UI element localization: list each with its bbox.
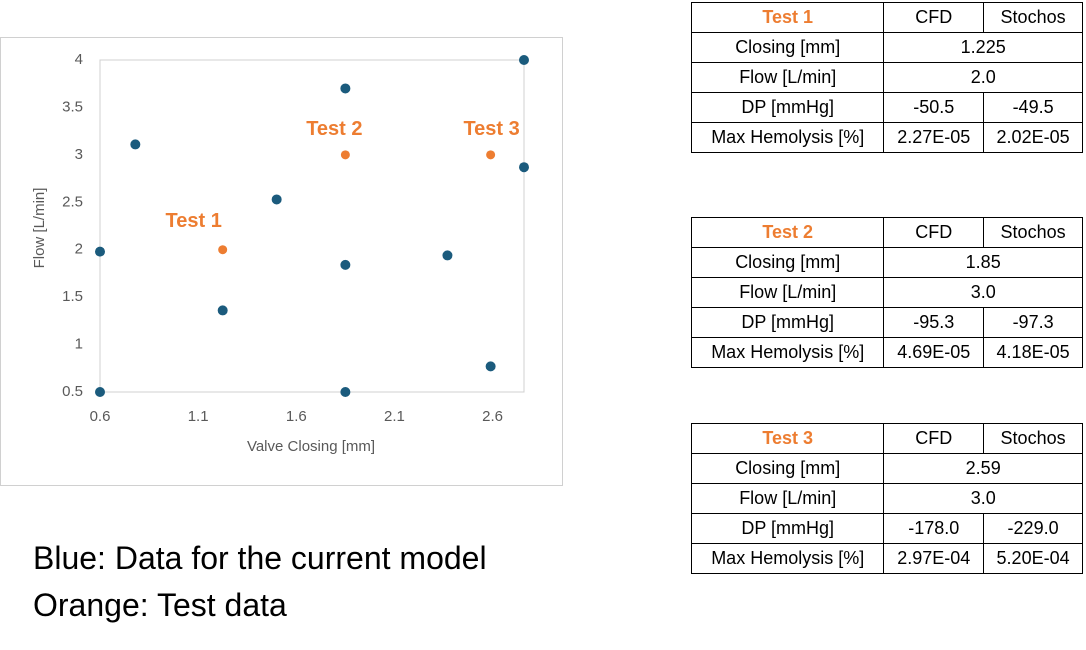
table-cell: Flow [L/min] bbox=[690, 62, 885, 93]
table-row: Max Hemolysis [%] 2.27E-05 2.02E-05 bbox=[690, 122, 1083, 153]
table-row: Closing [mm] 2.59 bbox=[690, 453, 1083, 484]
data-point bbox=[340, 259, 351, 270]
table-cell: 1.225 bbox=[883, 32, 1083, 63]
data-point bbox=[519, 162, 529, 173]
table-row: Max Hemolysis [%] 2.97E-04 5.20E-04 bbox=[690, 543, 1083, 574]
table-cell: Max Hemolysis [%] bbox=[690, 543, 885, 574]
x-tick-label: 1.6 bbox=[286, 408, 307, 425]
y-tick-label: 4 bbox=[75, 51, 83, 68]
y-tick-label: 1 bbox=[75, 336, 83, 353]
table-title: Test 1 bbox=[690, 2, 885, 33]
x-tick-label: 1.1 bbox=[188, 408, 209, 425]
table-cell: -229.0 bbox=[983, 513, 1083, 544]
table-row: Test 1 CFD Stochos bbox=[690, 2, 1083, 33]
y-tick-label: 0.5 bbox=[62, 383, 83, 400]
annotation: Test 2 bbox=[306, 118, 362, 140]
x-tick-label: 2.6 bbox=[482, 408, 503, 425]
table-cell: 2.59 bbox=[883, 453, 1083, 484]
table-cell: Stochos bbox=[983, 217, 1083, 248]
table-cell: 3.0 bbox=[883, 483, 1083, 514]
data-point bbox=[519, 55, 529, 65]
table-cell: 5.20E-04 bbox=[983, 543, 1083, 574]
table-cell: Max Hemolysis [%] bbox=[690, 337, 885, 368]
table-row: Test 2 CFD Stochos bbox=[690, 217, 1083, 248]
table-cell: 2.97E-04 bbox=[883, 543, 985, 574]
table-cell: -49.5 bbox=[983, 92, 1083, 123]
table-cell: DP [mmHg] bbox=[690, 92, 885, 123]
table-cell: 4.69E-05 bbox=[883, 337, 985, 368]
table-cell: DP [mmHg] bbox=[690, 307, 885, 338]
table-title: Test 3 bbox=[690, 423, 885, 454]
table-cell: CFD bbox=[883, 217, 985, 248]
plot-area bbox=[99, 59, 525, 393]
y-axis-label: Flow [L/min] bbox=[31, 188, 48, 269]
caption-line: Blue: Data for the current model bbox=[33, 540, 487, 576]
annotation: Test 1 bbox=[166, 210, 222, 232]
data-point bbox=[340, 83, 351, 94]
x-tick-label: 0.6 bbox=[90, 408, 111, 425]
table-cell: Max Hemolysis [%] bbox=[690, 122, 885, 153]
table-cell: 4.18E-05 bbox=[983, 337, 1083, 368]
table-row: DP [mmHg] -178.0 -229.0 bbox=[690, 513, 1083, 544]
chart-frame bbox=[0, 37, 563, 486]
x-axis-label: Valve Closing [mm] bbox=[247, 438, 375, 455]
data-point bbox=[95, 387, 105, 397]
table-cell: Closing [mm] bbox=[690, 247, 885, 278]
y-tick-label: 3 bbox=[75, 146, 83, 163]
table-cell: Flow [L/min] bbox=[690, 277, 885, 308]
table-cell: Stochos bbox=[983, 2, 1083, 33]
table-cell: Closing [mm] bbox=[690, 32, 885, 63]
data-point bbox=[340, 150, 350, 160]
data-point bbox=[130, 139, 141, 150]
table-cell: Flow [L/min] bbox=[690, 483, 885, 514]
table-cell: -50.5 bbox=[883, 92, 985, 123]
chart: Valve Closing [mm] Flow [L/min] 0.6 1.1 1.… bbox=[0, 37, 563, 486]
table-row: DP [mmHg] -95.3 -97.3 bbox=[690, 307, 1083, 338]
y-tick-label: 2.5 bbox=[62, 193, 83, 210]
table-row: Max Hemolysis [%] 4.69E-05 4.18E-05 bbox=[690, 337, 1083, 368]
data-point bbox=[95, 246, 105, 257]
table-cell: 1.85 bbox=[883, 247, 1083, 278]
table-cell: -95.3 bbox=[883, 307, 985, 338]
table-cell: CFD bbox=[883, 2, 985, 33]
table-row: Flow [L/min] 3.0 bbox=[690, 277, 1083, 308]
table-cell: -178.0 bbox=[883, 513, 985, 544]
table-cell: 2.0 bbox=[883, 62, 1083, 93]
table-cell: DP [mmHg] bbox=[690, 513, 885, 544]
data-point bbox=[217, 305, 228, 316]
data-point bbox=[486, 150, 496, 160]
table-cell: CFD bbox=[883, 423, 985, 454]
x-tick-label: 2.1 bbox=[384, 408, 405, 425]
data-point bbox=[218, 245, 228, 255]
table-cell: 2.02E-05 bbox=[983, 122, 1083, 153]
y-tick-label: 2 bbox=[75, 241, 83, 258]
table-cell: Closing [mm] bbox=[690, 453, 885, 484]
y-tick-label: 1.5 bbox=[62, 288, 83, 305]
annotation: Test 3 bbox=[463, 118, 519, 140]
caption-line: Orange: Test data bbox=[33, 587, 287, 623]
table-row: Test 3 CFD Stochos bbox=[690, 423, 1083, 454]
data-point bbox=[485, 361, 496, 372]
data-point bbox=[442, 250, 453, 261]
table-row: Flow [L/min] 2.0 bbox=[690, 62, 1083, 93]
table-row: DP [mmHg] -50.5 -49.5 bbox=[690, 92, 1083, 123]
data-point bbox=[271, 194, 282, 205]
y-tick-label: 3.5 bbox=[62, 98, 83, 115]
table-row: Closing [mm] 1.225 bbox=[690, 32, 1083, 63]
results-table: Test 3 CFD Stochos Closing [mm] 2.59 Flow [L/… bbox=[690, 423, 1083, 574]
table-cell: Stochos bbox=[983, 423, 1083, 454]
table-cell: 3.0 bbox=[883, 277, 1083, 308]
results-table: Test 1 CFD Stochos Closing [mm] 1.225 Flow [L… bbox=[690, 2, 1083, 153]
table-cell: 2.27E-05 bbox=[883, 122, 985, 153]
table-title: Test 2 bbox=[690, 217, 885, 248]
results-table: Test 2 CFD Stochos Closing [mm] 1.85 Flow [L/… bbox=[690, 217, 1083, 368]
data-point bbox=[340, 387, 351, 397]
table-cell: -97.3 bbox=[983, 307, 1083, 338]
table-row: Closing [mm] 1.85 bbox=[690, 247, 1083, 278]
table-row: Flow [L/min] 3.0 bbox=[690, 483, 1083, 514]
